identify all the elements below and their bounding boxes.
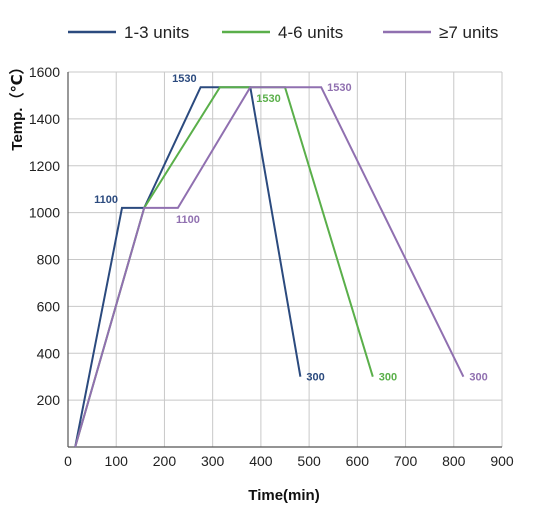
x-tick-label: 900	[490, 453, 514, 469]
y-tick-label: 1600	[29, 64, 60, 80]
x-tick-label: 800	[442, 453, 466, 469]
x-tick-label: 400	[249, 453, 273, 469]
data-label: 300	[379, 372, 397, 384]
x-tick-label: 100	[105, 453, 129, 469]
y-tick-label: 1400	[29, 111, 60, 127]
data-label: 1530	[172, 73, 196, 85]
data-label: 300	[469, 372, 487, 384]
annotations: 1100 1530 300 1530 300 1100 1530 300	[94, 73, 488, 383]
x-tick-label: 0	[64, 453, 72, 469]
axes: 0 100 200 300 400 500 600 700 800 900 200 400 600 800…	[29, 64, 514, 469]
series-lines	[74, 86, 465, 448]
data-label: 1530	[256, 93, 280, 105]
y-tick-label: 600	[37, 298, 61, 314]
legend-label-3: ≥7 units	[439, 23, 498, 42]
data-label: 1100	[176, 214, 200, 226]
x-tick-label: 200	[153, 453, 177, 469]
data-label: 1100	[94, 194, 118, 206]
x-axis-label: Time(min)	[248, 487, 319, 504]
y-axis-label: Temp.（℃）	[8, 59, 26, 150]
y-tick-label: 200	[37, 392, 61, 408]
y-tick-label: 1200	[29, 158, 60, 174]
series-line-2	[74, 86, 374, 448]
legend-label-2: 4-6 units	[278, 23, 343, 42]
x-tick-label: 700	[394, 453, 418, 469]
y-tick-label: 800	[37, 252, 61, 268]
legend-label-1: 1-3 units	[124, 23, 189, 42]
x-tick-label: 600	[346, 453, 370, 469]
series-line-1	[74, 86, 302, 448]
y-tick-label: 1000	[29, 205, 60, 221]
x-tick-label: 300	[201, 453, 225, 469]
y-tick-label: 400	[37, 345, 61, 361]
data-label: 1530	[327, 82, 351, 94]
grid	[68, 71, 503, 447]
x-tick-label: 500	[297, 453, 321, 469]
series-line-3	[74, 86, 465, 448]
data-label: 300	[306, 372, 324, 384]
legend: 1-3 units 4-6 units ≥7 units	[68, 23, 498, 42]
